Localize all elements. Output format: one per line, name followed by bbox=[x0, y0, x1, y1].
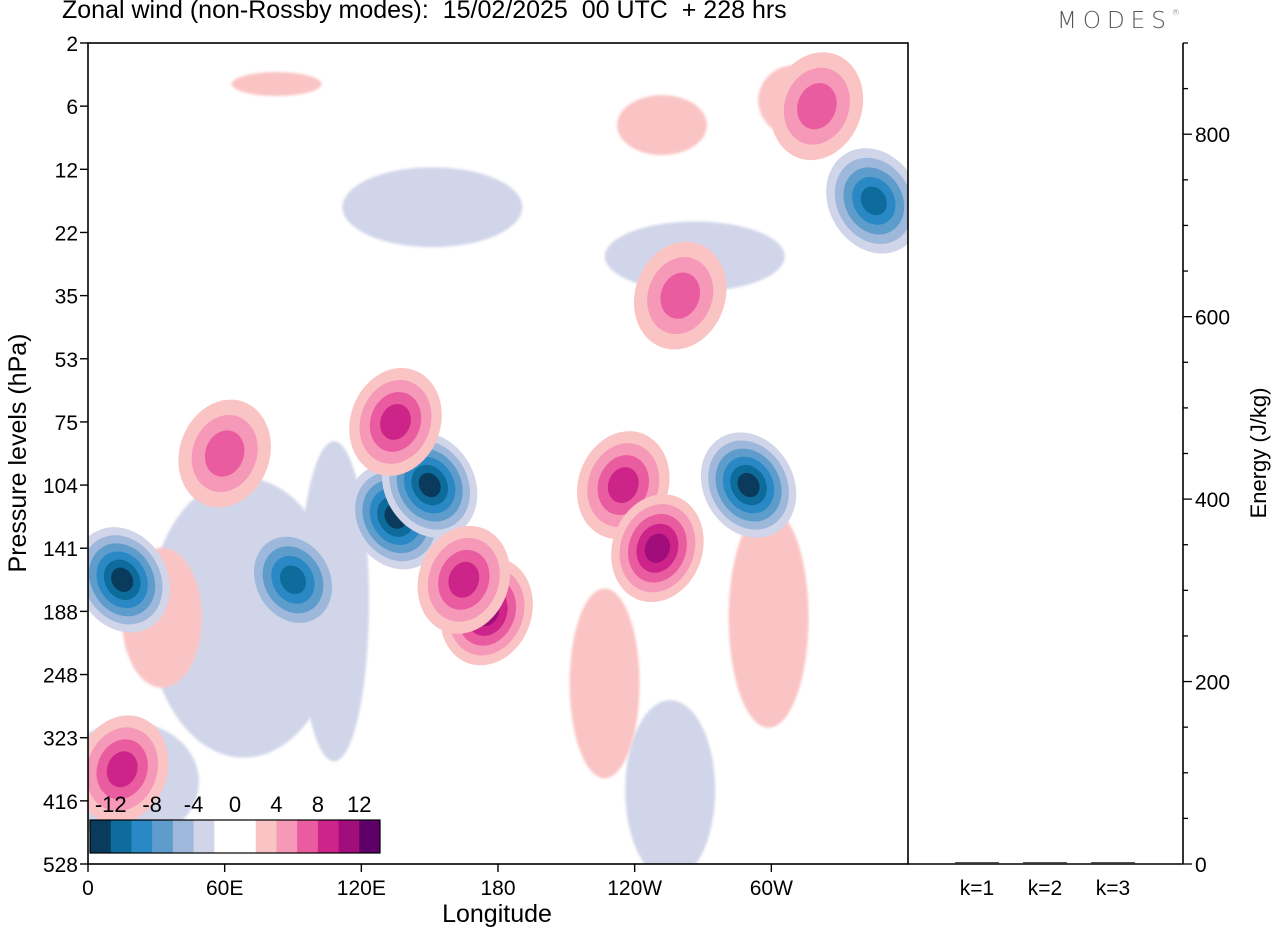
chart-title: Zonal wind (non-Rossby modes): 15/02/202… bbox=[62, 0, 787, 24]
energy-category-labels: k=1 k=2 k=3 bbox=[960, 877, 1130, 900]
pressure-tick-label: 6 bbox=[66, 96, 78, 119]
contour-level bbox=[106, 751, 138, 788]
energy-category-label: k=3 bbox=[1096, 877, 1130, 900]
contour-level bbox=[660, 272, 701, 319]
contour-patch bbox=[342, 167, 523, 248]
pressure-tick-label: 12 bbox=[55, 159, 78, 182]
colorbar-frame bbox=[89, 819, 381, 854]
energy-tick-label: 600 bbox=[1195, 307, 1230, 330]
contour-level bbox=[279, 565, 307, 595]
colorbar-label: 0 bbox=[229, 792, 241, 817]
pressure-tick-label: 53 bbox=[55, 349, 78, 372]
longitude-tick-label: 120E bbox=[337, 877, 386, 900]
contour-level bbox=[607, 467, 639, 504]
pressure-tick-label: 416 bbox=[43, 791, 78, 814]
pressure-tick-label: 75 bbox=[55, 412, 78, 435]
contour-field bbox=[88, 52, 908, 864]
contour-level bbox=[797, 83, 837, 130]
colorbar-swatch bbox=[338, 820, 360, 853]
colorbar-swatch bbox=[235, 820, 257, 853]
energy-bar bbox=[1091, 862, 1135, 864]
pressure-tick-label: 35 bbox=[55, 286, 78, 309]
colorbar-swatch bbox=[131, 820, 153, 853]
right-y-axis-label: Energy (J/kg) bbox=[1246, 388, 1271, 519]
colorbar-swatch bbox=[90, 820, 112, 853]
contour-level bbox=[204, 430, 245, 477]
pressure-tick-label: 528 bbox=[43, 854, 78, 877]
longitude-tick-label: 120W bbox=[607, 877, 662, 900]
contour-patch bbox=[728, 507, 809, 728]
colorbar-swatch bbox=[152, 820, 174, 853]
colorbar-label: -4 bbox=[184, 792, 204, 817]
pressure-tick-label: 188 bbox=[43, 601, 78, 624]
energy-tick-label: 0 bbox=[1195, 854, 1207, 877]
energy-tick-label: 400 bbox=[1195, 489, 1230, 512]
longitude-tick-label: 60E bbox=[206, 877, 243, 900]
contour-level bbox=[380, 403, 411, 440]
contour-level bbox=[644, 533, 671, 563]
contour-patch bbox=[569, 588, 640, 779]
contour-level bbox=[418, 472, 441, 498]
pressure-tick-label: 141 bbox=[43, 538, 78, 561]
pressure-tick-label: 2 bbox=[66, 33, 78, 56]
contour-patch bbox=[625, 700, 716, 864]
colorbar-label: -8 bbox=[142, 792, 162, 817]
colorbar-swatch bbox=[276, 820, 298, 853]
longitude-tick-label: 0 bbox=[82, 877, 94, 900]
longitude-tick-label: 60W bbox=[750, 877, 793, 900]
colorbar-label: 4 bbox=[270, 792, 282, 817]
energy-bar bbox=[1023, 862, 1067, 864]
colorbar-label: -12 bbox=[95, 792, 127, 817]
pressure-tick-label: 248 bbox=[43, 665, 78, 688]
left-panel-ticks bbox=[80, 42, 773, 872]
colorbar-swatch bbox=[297, 820, 319, 853]
energy-axis-ticks: 0 200 400 600 800 bbox=[1183, 42, 1230, 877]
colorbar-swatch bbox=[214, 820, 236, 853]
energy-category-label: k=1 bbox=[960, 877, 994, 900]
contour-level bbox=[737, 472, 760, 498]
colorbar-label: 12 bbox=[347, 792, 371, 817]
contour-level bbox=[111, 567, 134, 592]
contour-patch bbox=[617, 95, 707, 156]
pressure-tick-label: 323 bbox=[43, 728, 78, 751]
left-y-axis-label: Pressure levels (hPa) bbox=[4, 334, 32, 573]
colorbar-swatch bbox=[110, 820, 132, 853]
contour-level bbox=[860, 186, 887, 216]
registered-mark: ® bbox=[1171, 8, 1180, 17]
energy-tick-label: 800 bbox=[1195, 124, 1230, 147]
energy-bars bbox=[955, 862, 1135, 864]
contour-patch bbox=[231, 72, 322, 97]
energy-category-label: k=2 bbox=[1028, 877, 1062, 900]
colorbar-swatch bbox=[317, 820, 340, 853]
longitude-tick-label: 180 bbox=[480, 877, 515, 900]
colorbar-swatch bbox=[359, 820, 381, 853]
pressure-tick-label: 104 bbox=[43, 475, 78, 498]
pressure-tick-labels: 2 6 12 22 35 53 75 104 141 188 248 323 416 528 bbox=[43, 33, 78, 877]
colorbar: -12 -8 -4 0 4 8 12 bbox=[89, 792, 381, 854]
logo-text: MODES bbox=[1057, 8, 1172, 34]
longitude-tick-labels: 0 60E 120E 180 120W 60W bbox=[82, 877, 793, 900]
colorbar-swatch bbox=[193, 820, 215, 853]
colorbar-swatch bbox=[172, 820, 195, 853]
energy-bar bbox=[955, 862, 999, 864]
contour-level bbox=[448, 561, 480, 598]
energy-tick-label: 200 bbox=[1195, 672, 1230, 695]
modes-logo: MODES® bbox=[1057, 8, 1180, 34]
colorbar-label: 8 bbox=[312, 792, 324, 817]
colorbar-swatch bbox=[255, 820, 277, 853]
left-x-axis-label: Longitude bbox=[442, 900, 552, 928]
pressure-tick-label: 22 bbox=[55, 222, 78, 245]
